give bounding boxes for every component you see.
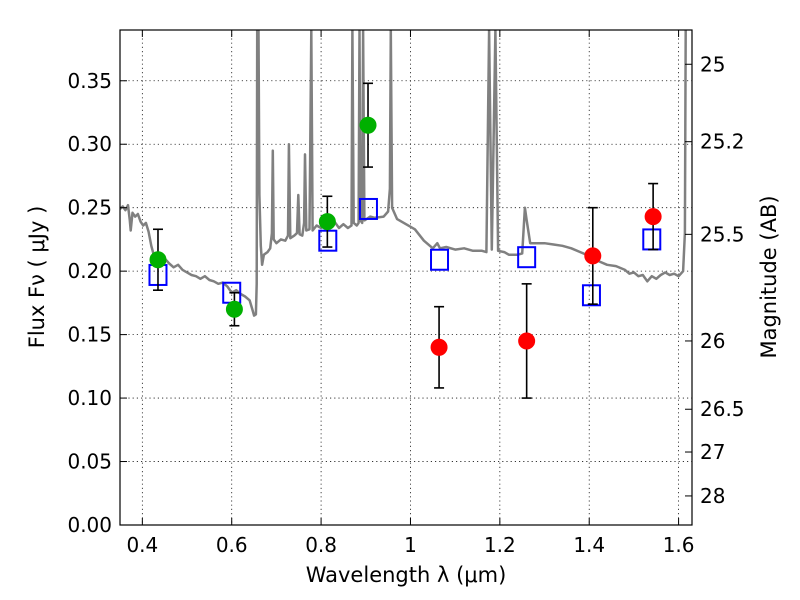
y2-tick-label: 26: [700, 329, 725, 353]
y2-tick-label: 27: [700, 440, 725, 464]
data-point: [359, 116, 377, 134]
x-tick-label: 1.2: [484, 533, 516, 557]
y2-tick-label: 25.2: [700, 130, 745, 154]
x-tick-label: 1: [404, 533, 417, 557]
y2-tick-label: 28: [700, 484, 725, 508]
data-point: [318, 213, 336, 231]
y-tick-label: 0.15: [67, 323, 112, 347]
x-tick-label: 1.6: [663, 533, 695, 557]
model-box-marker: [430, 248, 450, 271]
y-tick-label: 0.05: [67, 450, 112, 474]
y2-tick-label: 26.5: [700, 397, 745, 421]
y2-axis-label: Magnitude (AB): [757, 195, 781, 358]
data-point: [225, 300, 243, 318]
model-box-marker: [358, 197, 378, 220]
model-box-marker: [581, 284, 601, 307]
y2-tick-label: 25: [700, 52, 725, 76]
data-point: [644, 208, 662, 226]
x-axis-label: Wavelength λ (μm): [306, 563, 507, 587]
y-axis-label: Flux Fν ( μJy ): [25, 206, 49, 349]
axis-ticks: 0.4 0.6 0.8 1 1.2 1.4 1.6 0.00 0.05 0.10 0.15 0.20 0…: [67, 30, 745, 557]
x-tick-label: 1.4: [573, 533, 605, 557]
y-tick-label: 0.10: [67, 386, 112, 410]
x-tick-label: 0.4: [126, 533, 158, 557]
plot-frame: [119, 29, 693, 526]
data-point: [149, 251, 167, 269]
x-tick-label: 0.6: [216, 533, 248, 557]
y2-tick-label: 25.5: [700, 222, 745, 246]
data-point: [584, 247, 602, 265]
y-tick-label: 0.35: [67, 69, 112, 93]
y-tick-label: 0.25: [67, 196, 112, 220]
x-tick-label: 0.8: [305, 533, 337, 557]
y-tick-label: 0.30: [67, 132, 112, 156]
data-point: [518, 332, 536, 350]
data-point: [430, 338, 448, 356]
y-tick-label: 0.20: [67, 259, 112, 283]
data-points: [148, 82, 662, 399]
model-box-marker: [517, 246, 537, 269]
y-tick-label: 0.00: [67, 513, 112, 537]
